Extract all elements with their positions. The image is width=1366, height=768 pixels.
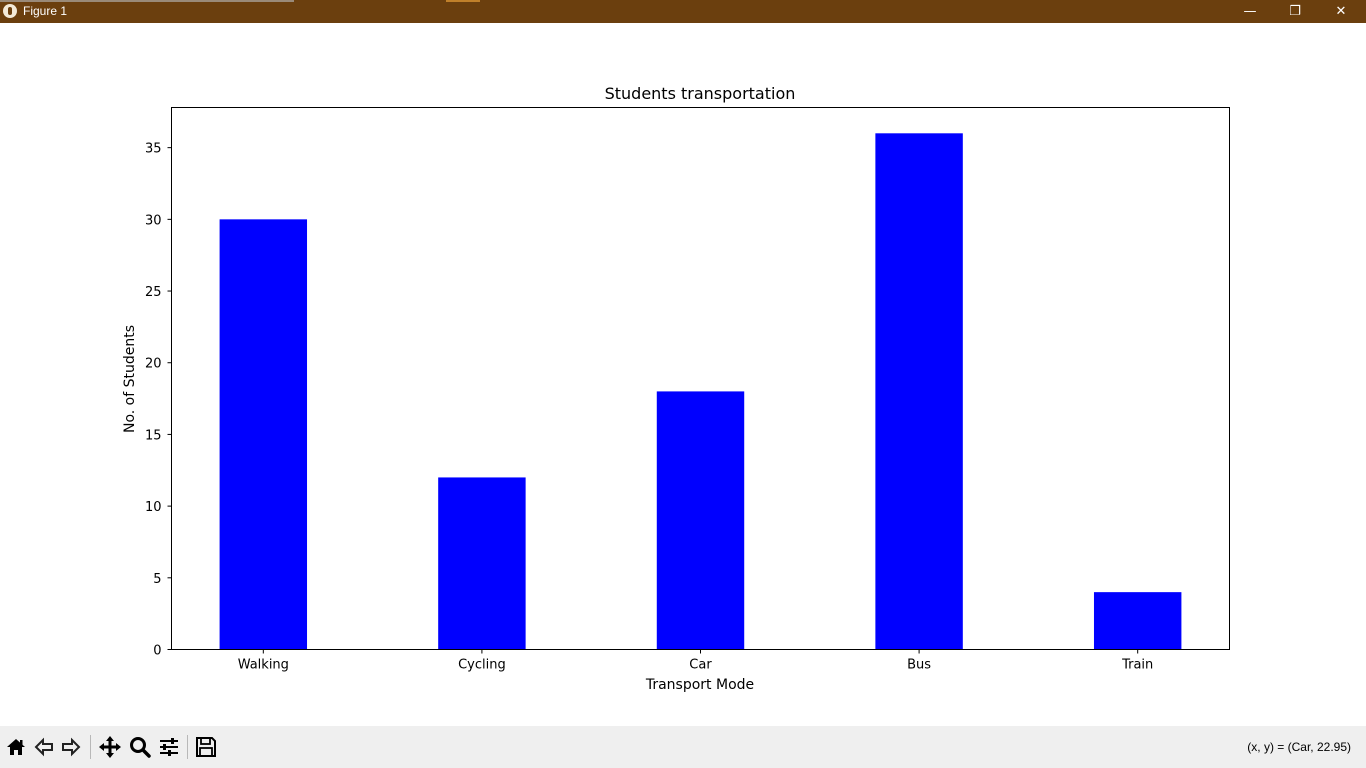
app-icon (3, 4, 17, 18)
home-button[interactable] (3, 734, 29, 760)
back-icon (34, 737, 53, 757)
minimize-icon: — (1243, 4, 1257, 19)
bar-cycling (438, 477, 526, 650)
y-tick-label: 0 (153, 644, 161, 659)
pan-button[interactable] (97, 734, 123, 760)
x-axis-label: Transport Mode (645, 677, 754, 693)
minimize-button[interactable]: — (1227, 0, 1273, 23)
x-tick-label: Car (689, 658, 712, 673)
close-icon: ✕ (1335, 4, 1347, 19)
cursor-coordinates: (x, y) = (Car, 22.95) (1247, 740, 1351, 754)
title-bar: Figure 1 — ❐ ✕ (0, 0, 1366, 23)
toolbar-separator (90, 735, 91, 759)
bar-chart: Students transportation 0 5 10 15 20 25 30 35 W… (122, 84, 1230, 693)
y-tick-label: 10 (145, 500, 162, 515)
back-button[interactable] (31, 734, 57, 760)
y-tick-label: 15 (145, 428, 162, 443)
x-tick-label: Bus (907, 658, 931, 673)
title-bar-accent (0, 0, 294, 2)
bars-group (219, 133, 1182, 650)
configure-subplots-button[interactable] (156, 734, 182, 760)
bar-train (1093, 592, 1182, 650)
save-icon (196, 737, 216, 757)
bar-bus (875, 133, 963, 650)
y-tick-label: 30 (145, 213, 162, 228)
configure-icon (160, 738, 178, 756)
home-icon (7, 739, 25, 755)
y-tick-label: 5 (153, 572, 161, 587)
y-axis: 0 5 10 15 20 25 30 35 (145, 142, 172, 659)
chart-title: Students transportation (605, 84, 796, 103)
pan-icon (99, 736, 121, 758)
restore-button[interactable]: ❐ (1272, 0, 1318, 23)
y-axis-label: No. of Students (122, 325, 138, 433)
toolbar-separator (187, 735, 188, 759)
x-tick-label: Train (1121, 658, 1153, 673)
zoom-icon (130, 737, 151, 758)
save-button[interactable] (193, 734, 219, 760)
zoom-button[interactable] (127, 734, 153, 760)
x-tick-label: Walking (238, 658, 289, 673)
bar-walking (219, 219, 308, 650)
y-tick-label: 20 (145, 357, 162, 372)
y-tick-label: 25 (145, 285, 162, 300)
close-button[interactable]: ✕ (1318, 0, 1364, 23)
window-title: Figure 1 (23, 4, 68, 18)
figure-canvas[interactable]: Students transportation 0 5 10 15 20 25 30 35 W… (0, 23, 1366, 726)
restore-icon: ❐ (1289, 4, 1301, 19)
x-tick-label: Cycling (458, 658, 506, 673)
navigation-toolbar: (x, y) = (Car, 22.95) (0, 726, 1366, 768)
axes-frame (171, 107, 1230, 650)
x-axis: Walking Cycling Car Bus Train (238, 649, 1153, 673)
forward-button[interactable] (58, 734, 84, 760)
title-bar-accent-2 (446, 0, 480, 2)
bar-car (656, 391, 745, 650)
y-tick-label: 35 (145, 142, 162, 157)
forward-icon (62, 737, 81, 757)
